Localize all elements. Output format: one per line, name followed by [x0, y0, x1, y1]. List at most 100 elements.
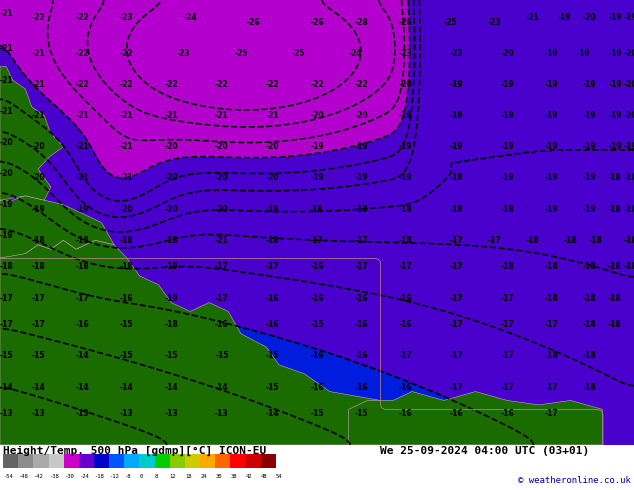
Text: -17: -17 — [500, 351, 514, 361]
Text: -18: -18 — [31, 263, 45, 271]
Bar — [79, 454, 94, 468]
Text: -20: -20 — [266, 142, 280, 151]
Text: -17: -17 — [450, 236, 463, 245]
Text: -20: -20 — [354, 111, 368, 120]
Text: -18: -18 — [266, 236, 280, 245]
Text: -19: -19 — [624, 142, 634, 151]
Bar — [230, 454, 245, 468]
Text: -17: -17 — [75, 294, 89, 303]
Text: -21: -21 — [215, 236, 229, 245]
Text: -20: -20 — [215, 142, 229, 151]
Text: -18: -18 — [354, 205, 368, 214]
Text: -19: -19 — [266, 205, 280, 214]
Text: -42: -42 — [34, 474, 43, 479]
Text: -17: -17 — [545, 409, 559, 418]
Text: -22: -22 — [75, 13, 89, 23]
Text: -16: -16 — [120, 294, 134, 303]
Text: -16: -16 — [75, 320, 89, 329]
Text: -19: -19 — [545, 173, 559, 182]
Text: -17: -17 — [545, 320, 559, 329]
Text: 30: 30 — [215, 474, 222, 479]
Text: -22: -22 — [31, 13, 45, 23]
Text: -19: -19 — [576, 49, 590, 58]
Text: -17: -17 — [215, 294, 229, 303]
Text: -19: -19 — [164, 263, 178, 271]
Text: -16: -16 — [399, 383, 413, 392]
Text: -19: -19 — [608, 13, 622, 23]
Bar — [185, 454, 200, 468]
Text: -18: -18 — [545, 294, 559, 303]
Text: -21: -21 — [526, 13, 540, 23]
Text: -18: -18 — [545, 351, 559, 361]
Text: -17: -17 — [399, 263, 413, 271]
Text: -14: -14 — [75, 383, 89, 392]
Bar — [3, 454, 18, 468]
Text: -17: -17 — [31, 320, 45, 329]
Text: -23: -23 — [177, 49, 191, 58]
Text: -17: -17 — [500, 320, 514, 329]
Bar — [49, 454, 64, 468]
Text: -14: -14 — [0, 383, 13, 392]
Text: 42: 42 — [245, 474, 252, 479]
Text: -19: -19 — [0, 231, 13, 240]
Text: -21: -21 — [120, 111, 134, 120]
Text: -19: -19 — [608, 111, 622, 120]
Text: -18: -18 — [624, 263, 634, 271]
Text: -18: -18 — [608, 173, 622, 182]
Text: -18: -18 — [450, 173, 463, 182]
Text: -15: -15 — [164, 351, 178, 361]
Text: -21: -21 — [75, 173, 89, 182]
Text: -21: -21 — [75, 111, 89, 120]
Text: -18: -18 — [583, 320, 597, 329]
Text: -17: -17 — [450, 351, 463, 361]
Text: -21: -21 — [0, 75, 13, 85]
Text: -20: -20 — [266, 173, 280, 182]
Text: -23: -23 — [488, 18, 501, 27]
Text: -21: -21 — [266, 111, 280, 120]
Text: -19: -19 — [450, 80, 463, 89]
Text: -22: -22 — [164, 80, 178, 89]
Text: -19: -19 — [0, 200, 13, 209]
Text: -16: -16 — [500, 409, 514, 418]
Text: -18: -18 — [94, 474, 104, 479]
Text: -16: -16 — [215, 320, 229, 329]
Text: -26: -26 — [310, 18, 324, 27]
Text: © weatheronline.co.uk: © weatheronline.co.uk — [518, 476, 631, 486]
Text: -19: -19 — [557, 13, 571, 23]
Text: -19: -19 — [31, 205, 45, 214]
Text: -18: -18 — [164, 236, 178, 245]
Polygon shape — [349, 392, 602, 445]
Text: -17: -17 — [354, 236, 368, 245]
Bar — [155, 454, 170, 468]
Text: 18: 18 — [185, 474, 191, 479]
Text: -25: -25 — [443, 18, 457, 27]
Text: -20: -20 — [31, 173, 45, 182]
Text: -25: -25 — [234, 49, 248, 58]
Text: -30: -30 — [64, 474, 74, 479]
Text: -21: -21 — [75, 142, 89, 151]
Text: -15: -15 — [266, 383, 280, 392]
Text: -22: -22 — [75, 80, 89, 89]
Text: -19: -19 — [500, 142, 514, 151]
Text: We 25-09-2024 04:00 UTC (03+01): We 25-09-2024 04:00 UTC (03+01) — [380, 446, 590, 456]
Text: -16: -16 — [399, 294, 413, 303]
Text: -24: -24 — [348, 49, 362, 58]
Text: -15: -15 — [215, 351, 229, 361]
Text: -20: -20 — [583, 13, 597, 23]
Polygon shape — [0, 67, 63, 200]
Text: -17: -17 — [500, 383, 514, 392]
Text: -19: -19 — [450, 142, 463, 151]
Text: -19: -19 — [583, 142, 597, 151]
Text: -16: -16 — [310, 383, 324, 392]
Bar — [18, 454, 34, 468]
Text: -20: -20 — [215, 173, 229, 182]
Text: -16: -16 — [310, 351, 324, 361]
Text: -20: -20 — [310, 111, 324, 120]
Text: -19: -19 — [608, 142, 622, 151]
Text: -20: -20 — [0, 138, 13, 147]
Text: -19: -19 — [583, 111, 597, 120]
Text: -15: -15 — [0, 351, 13, 361]
Text: -12: -12 — [109, 474, 119, 479]
Text: -15: -15 — [120, 351, 134, 361]
Text: -18: -18 — [500, 205, 514, 214]
